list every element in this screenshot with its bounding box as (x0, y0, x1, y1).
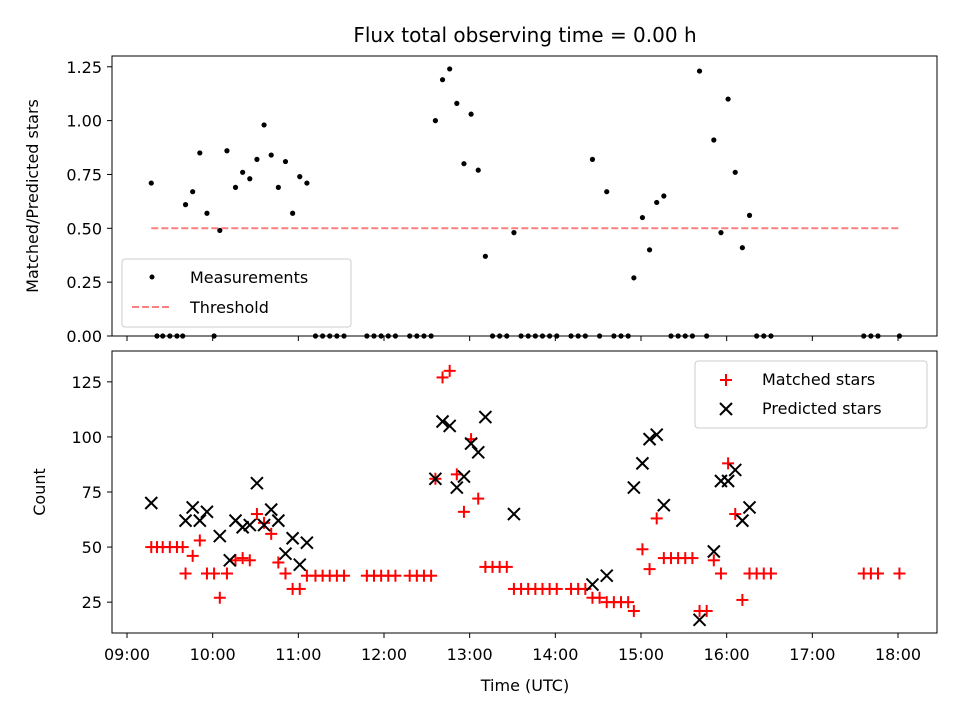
bottom-x-axis-label: Time (UTC) (480, 676, 569, 695)
measurement-point (711, 137, 716, 142)
measurement-point (604, 189, 609, 194)
bottom-y-axis-label: Count (30, 468, 49, 516)
measurement-point (269, 152, 274, 157)
measurement-point (224, 148, 229, 153)
measurement-point (640, 215, 645, 220)
bottom-y-tick-label: 50 (82, 538, 102, 557)
measurement-point (254, 157, 259, 162)
measurement-point (297, 174, 302, 179)
bottom-x-tick-label: 14:00 (532, 645, 578, 664)
measurement-point (197, 150, 202, 155)
measurement-point (433, 118, 438, 123)
top-y-tick-label: 0.00 (66, 327, 102, 346)
bottom-legend: Matched stars Predicted stars (695, 361, 927, 428)
measurement-point (461, 161, 466, 166)
top-y-tick-label: 0.25 (66, 273, 102, 292)
measurement-point (217, 228, 222, 233)
measurement-point (276, 185, 281, 190)
measurement-point (247, 176, 252, 181)
legend-measurements-marker (150, 275, 155, 280)
measurement-point (631, 275, 636, 280)
measurement-point (190, 189, 195, 194)
legend-predicted-label: Predicted stars (762, 399, 882, 418)
bottom-y-tick-label: 125 (71, 373, 102, 392)
bottom-x-tick-label: 10:00 (190, 645, 236, 664)
figure: Flux total observing time = 0.00 h 0.00 0… (0, 0, 960, 720)
measurement-point (661, 193, 666, 198)
bottom-x-tick-label: 15:00 (618, 645, 664, 664)
measurement-point (440, 77, 445, 82)
measurement-point (476, 168, 481, 173)
top-y-tick-label: 0.75 (66, 165, 102, 184)
figure-background (0, 0, 960, 720)
top-chart-title: Flux total observing time = 0.00 h (353, 23, 696, 47)
legend-matched-label: Matched stars (762, 370, 875, 389)
bottom-x-tick-label: 16:00 (704, 645, 750, 664)
measurement-point (183, 202, 188, 207)
measurement-point (304, 180, 309, 185)
bottom-x-tick-label: 11:00 (275, 645, 321, 664)
measurement-point (149, 180, 154, 185)
measurement-point (740, 245, 745, 250)
measurement-point (283, 159, 288, 164)
bottom-y-tick-label: 100 (71, 428, 102, 447)
measurement-point (290, 211, 295, 216)
bottom-x-tick-label: 09:00 (104, 645, 150, 664)
measurement-point (747, 213, 752, 218)
measurement-point (725, 96, 730, 101)
measurement-point (590, 157, 595, 162)
top-y-axis-label: Matched/Predicted stars (23, 99, 42, 293)
measurement-point (647, 247, 652, 252)
top-y-tick-label: 1.00 (66, 112, 102, 131)
measurement-point (718, 230, 723, 235)
measurement-point (447, 66, 452, 71)
bottom-x-tick-label: 12:00 (361, 645, 407, 664)
legend-threshold-label: Threshold (189, 298, 269, 317)
measurement-point (697, 68, 702, 73)
measurement-point (454, 101, 459, 106)
measurement-point (511, 230, 516, 235)
measurement-point (233, 185, 238, 190)
top-legend: Measurements Threshold (122, 259, 351, 327)
bottom-y-tick-label: 75 (82, 483, 102, 502)
legend-measurements-label: Measurements (190, 268, 308, 287)
measurement-point (654, 200, 659, 205)
measurement-point (261, 122, 266, 127)
measurement-point (468, 112, 473, 117)
bottom-x-tick-label: 17:00 (789, 645, 835, 664)
top-y-tick-label: 0.50 (66, 219, 102, 238)
measurement-point (240, 170, 245, 175)
measurement-point (733, 170, 738, 175)
measurement-point (483, 254, 488, 259)
bottom-x-tick-label: 18:00 (875, 645, 921, 664)
bottom-y-tick-label: 25 (82, 593, 102, 612)
bottom-x-tick-label: 13:00 (447, 645, 493, 664)
measurement-point (204, 211, 209, 216)
top-y-tick-label: 1.25 (66, 58, 102, 77)
